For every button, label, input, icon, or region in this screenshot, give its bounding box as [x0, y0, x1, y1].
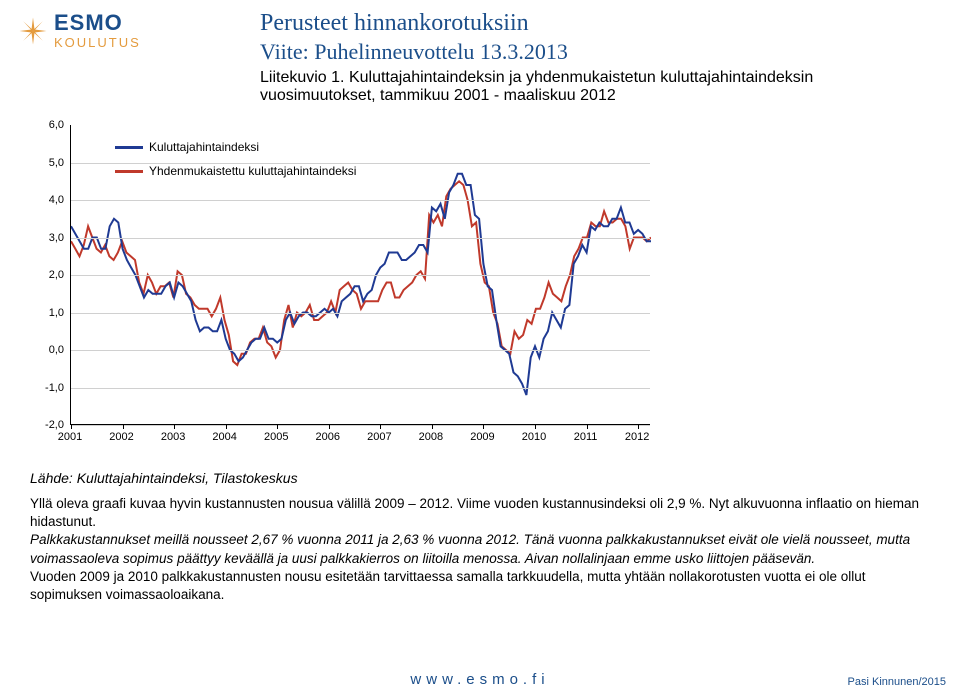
- body-p2: Palkkakustannukset meillä nousseet 2,67 …: [30, 531, 930, 567]
- x-tick-label: 2005: [264, 431, 288, 443]
- y-tick-label: 3,0: [49, 232, 64, 244]
- logo: ESMO KOULUTUS: [18, 12, 141, 49]
- title-main: Perusteet hinnankorotuksiin: [260, 10, 900, 37]
- legend: Kuluttajahintaindeksi Yhdenmukaistettu k…: [115, 140, 356, 188]
- footer-url: www.esmo.fi: [0, 671, 960, 688]
- legend-item-2: Yhdenmukaistettu kuluttajahintaindeksi: [115, 164, 356, 178]
- legend-item-1: Kuluttajahintaindeksi: [115, 140, 356, 154]
- x-tick-label: 2004: [212, 431, 236, 443]
- legend-label-2: Yhdenmukaistettu kuluttajahintaindeksi: [149, 164, 356, 178]
- x-tick-label: 2002: [109, 431, 133, 443]
- x-tick-label: 2007: [367, 431, 391, 443]
- footer-credit: Pasi Kinnunen/2015: [848, 676, 946, 688]
- legend-label-1: Kuluttajahintaindeksi: [149, 140, 259, 154]
- x-tick-label: 2011: [574, 431, 598, 443]
- title-ref: Viite: Puhelinneuvottelu 13.3.2013: [260, 39, 900, 65]
- title-block: Perusteet hinnankorotuksiin Viite: Puhel…: [260, 10, 900, 105]
- y-tick-label: -1,0: [45, 382, 64, 394]
- y-axis: 6,05,04,03,02,01,00,0-1,0-2,0: [30, 125, 70, 455]
- x-tick-label: 2001: [58, 431, 82, 443]
- y-tick-label: 6,0: [49, 119, 64, 131]
- body-p2-text: Palkkakustannukset meillä nousseet 2,67 …: [30, 532, 910, 565]
- title-caption: Liitekuvio 1. Kuluttajahintaindeksin ja …: [260, 69, 900, 105]
- source-line: Lähde: Kuluttajahintaindeksi, Tilastokes…: [30, 470, 298, 486]
- legend-swatch-1: [115, 146, 143, 149]
- x-tick-label: 2003: [161, 431, 185, 443]
- body-p3: Vuoden 2009 ja 2010 palkkakustannusten n…: [30, 568, 930, 604]
- y-tick-label: 0,0: [49, 344, 64, 356]
- logo-koulutus: KOULUTUS: [54, 36, 141, 49]
- body-text: Yllä oleva graafi kuvaa hyvin kustannust…: [30, 495, 930, 604]
- logo-esmo: ESMO: [54, 12, 141, 34]
- body-p1: Yllä oleva graafi kuvaa hyvin kustannust…: [30, 495, 930, 531]
- legend-swatch-2: [115, 170, 143, 173]
- x-tick-label: 2009: [470, 431, 494, 443]
- x-tick-label: 2006: [316, 431, 340, 443]
- y-tick-label: 1,0: [49, 307, 64, 319]
- y-tick-label: 2,0: [49, 269, 64, 281]
- x-tick-label: 2008: [419, 431, 443, 443]
- x-tick-label: 2010: [522, 431, 546, 443]
- y-tick-label: 4,0: [49, 194, 64, 206]
- y-tick-label: 5,0: [49, 157, 64, 169]
- x-tick-label: 2012: [625, 431, 649, 443]
- y-tick-label: -2,0: [45, 419, 64, 431]
- star-icon: [18, 16, 48, 46]
